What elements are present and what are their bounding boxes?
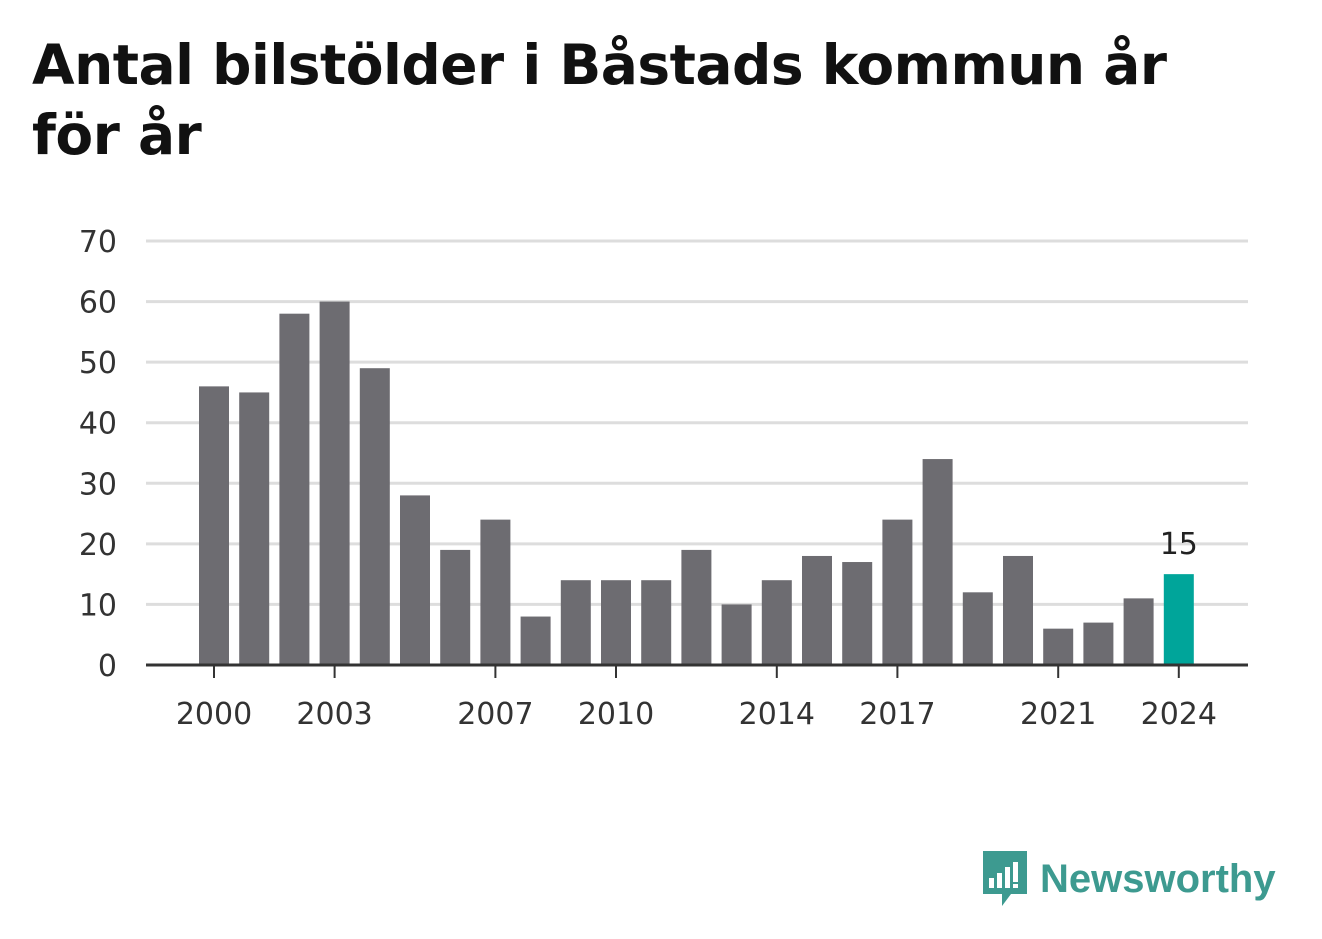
bar-2003 [319, 301, 350, 665]
y-tick-label-0: 0 [98, 649, 117, 684]
bar-2011 [641, 580, 672, 665]
x-tick-label-2014: 2014 [739, 697, 815, 732]
bar-2009 [560, 580, 591, 665]
bar-2016 [842, 562, 873, 665]
bar-2000 [199, 386, 229, 665]
bar-2022 [1083, 622, 1114, 665]
y-tick-label-30: 30 [79, 467, 117, 502]
bar-2007 [480, 519, 511, 665]
y-tick-label-50: 50 [79, 346, 117, 381]
newsworthy-logo: Newsworthy [980, 848, 1276, 910]
newsworthy-logo-icon [983, 851, 1027, 906]
bar-2018 [922, 459, 953, 665]
x-tick-label-2024: 2024 [1141, 697, 1217, 732]
bar-2023 [1123, 598, 1154, 665]
x-tick-label-2021: 2021 [1020, 697, 1096, 732]
bar-2002 [279, 313, 310, 665]
data-label-2024: 15 [1160, 527, 1198, 562]
bar-2008 [520, 616, 551, 665]
bar-2006 [440, 549, 471, 665]
y-tick-label-40: 40 [79, 407, 117, 442]
bar-2013 [721, 604, 752, 665]
bar-2021 [1043, 628, 1074, 665]
bar-2010 [601, 580, 631, 665]
bar-2024 [1163, 574, 1194, 665]
y-tick-label-70: 70 [79, 225, 117, 260]
bar-2015 [802, 555, 832, 665]
newsworthy-logo-text: Newsworthy [1040, 856, 1276, 901]
x-tick-label-2017: 2017 [859, 697, 935, 732]
data-labels: 15 [1160, 527, 1198, 562]
bar-2004 [359, 368, 390, 665]
bar-2019 [962, 592, 993, 665]
x-axis-ticks: 2000 2003 2007 2010 2014 2017 2021 2024 [176, 665, 1217, 732]
bar-2001 [239, 392, 270, 665]
y-tick-label-10: 10 [79, 588, 117, 623]
x-tick-label-2003: 2003 [296, 697, 372, 732]
bar-2020 [1003, 555, 1033, 665]
bar-2012 [681, 549, 712, 665]
y-tick-label-60: 60 [79, 286, 117, 321]
bars [199, 301, 1194, 665]
bar-2017 [882, 519, 913, 665]
y-axis-tick-labels: 0 10 20 30 40 50 60 70 [79, 225, 117, 684]
x-tick-label-2010: 2010 [578, 697, 654, 732]
bar-2014 [761, 580, 792, 665]
chart-title: Antal bilstölder i Båstads kommun år för… [32, 33, 1167, 167]
x-tick-label-2007: 2007 [457, 697, 533, 732]
y-tick-label-20: 20 [79, 528, 117, 563]
x-tick-label-2000: 2000 [176, 697, 252, 732]
bar-2005 [400, 495, 430, 665]
